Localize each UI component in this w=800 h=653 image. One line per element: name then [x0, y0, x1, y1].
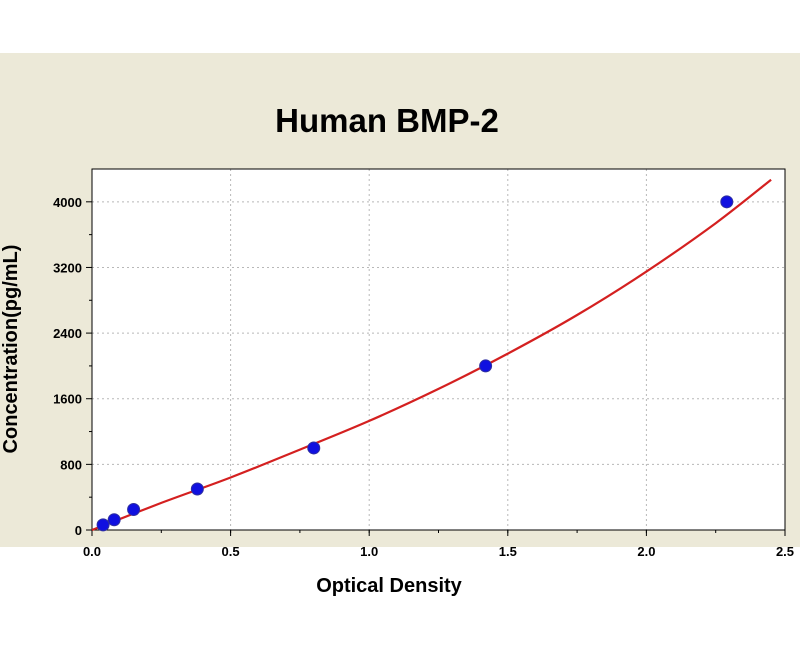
- grid-layer: [92, 169, 785, 530]
- data-point: [307, 441, 321, 455]
- x-tick-label: 1.0: [360, 544, 378, 559]
- chart-figure: 0.0 0.5 1.0 1.5 2.0 2.5 0 800 1600 2400 3200 4000 H…: [0, 53, 800, 597]
- x-axis-label: Optical Density: [316, 575, 462, 597]
- y-tick-label: 4000: [53, 195, 82, 210]
- y-tick-label: 0: [75, 523, 82, 538]
- x-tick-label: 0.5: [222, 544, 240, 559]
- data-point: [96, 518, 110, 532]
- chart-svg: 0.0 0.5 1.0 1.5 2.0 2.5 0 800 1600 2400 3200 4000 H…: [0, 102, 794, 597]
- data-point: [479, 359, 493, 373]
- y-tick-label: 800: [60, 457, 82, 472]
- y-tick-label: 1600: [53, 392, 82, 407]
- chart-title: Human BMP-2: [275, 102, 499, 139]
- y-tick-label: 3200: [53, 260, 82, 275]
- y-axis-label: Concentration(pg/mL): [0, 245, 22, 454]
- tick-layer: 0.0 0.5 1.0 1.5 2.0 2.5 0 800 1600 2400 3200 4000: [53, 195, 794, 559]
- x-tick-label: 2.5: [776, 544, 794, 559]
- data-point: [127, 502, 141, 516]
- x-tick-label: 1.5: [499, 544, 517, 559]
- x-tick-label: 2.0: [637, 544, 655, 559]
- point-layer: [96, 195, 734, 532]
- fit-curve: [91, 178, 772, 532]
- data-point: [107, 513, 121, 527]
- y-tick-label: 2400: [53, 326, 82, 341]
- plot-area: [92, 169, 785, 530]
- data-point: [720, 195, 734, 209]
- data-point: [190, 482, 204, 496]
- x-tick-label: 0.0: [83, 544, 101, 559]
- curve-layer: [91, 178, 772, 532]
